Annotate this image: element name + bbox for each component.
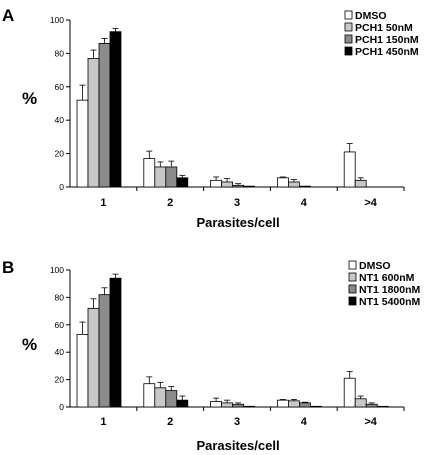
y-tick-label: 100 [50,265,64,275]
bar [298,402,311,408]
panel-a: A % Parasites/cell 0 20 40 60 80 100 1 2 3 4 >4 DMS… [2,6,419,230]
legend-swatch [344,46,353,56]
x-tick-label: >4 [364,197,377,209]
y-tick-label: 0 [59,182,64,192]
x-tick-label: 2 [167,197,173,209]
bar [76,333,89,408]
legend-label: NT1 600nM [359,272,415,284]
y-tick-label: 80 [55,48,65,58]
bar [109,31,122,188]
bar [143,383,156,408]
bar [98,42,111,188]
legend-swatch [348,284,357,294]
bar [221,402,234,408]
panel-letter: A [2,6,14,25]
x-tick-label: 2 [167,416,173,428]
x-tick-label: >4 [364,416,377,428]
y-tick-label: 80 [55,292,65,302]
legend-label: DMSO [355,10,387,22]
bar [287,181,300,188]
legend-swatch [344,34,353,44]
bar [243,405,256,408]
y-tick-label: 20 [55,149,65,159]
bar [210,179,223,188]
bar [309,405,322,408]
legend-label: NT1 1800nM [359,284,421,296]
bar [287,400,300,408]
bar [343,151,356,188]
bar [76,99,89,188]
x-tick-label: 3 [234,197,240,209]
x-tick-label: 4 [301,197,308,209]
bar [276,399,289,408]
bar [365,403,378,408]
y-tick-label: 100 [50,15,64,25]
legend-swatch [344,22,353,32]
bar [376,405,389,408]
y-tick-label: 40 [55,347,65,357]
y-tick-label: 60 [55,320,65,330]
legend-label: PCH1 450nM [355,46,419,58]
legend-label: NT1 5400nM [359,296,421,308]
y-tick-label: 60 [55,82,65,92]
y-tick-label: 40 [55,115,65,125]
bar [176,177,189,188]
bar [210,401,223,408]
bar [109,277,122,408]
bar [143,158,156,188]
bar [232,403,245,408]
x-tick-label: 4 [301,416,308,428]
bar [98,294,111,408]
legend-label: DMSO [359,260,391,272]
bar [87,58,100,188]
bar [165,166,178,188]
bar [154,166,167,188]
bar [87,307,100,408]
legend-label: PCH1 50nM [355,22,413,34]
x-axis-label: Parasites/cell [196,215,279,230]
bar [354,398,367,408]
bar [221,181,234,188]
legend-label: PCH1 150nM [355,34,419,46]
legend-swatch [348,260,357,270]
y-tick-label: 20 [55,375,65,385]
bar [176,399,189,408]
bar [232,184,245,188]
bar [243,185,256,188]
y-axis-label: % [22,89,37,108]
bar [165,390,178,408]
legend-swatch [348,272,357,282]
bar [154,387,167,408]
x-tick-label: 3 [234,416,240,428]
bar [298,185,311,188]
bar [343,377,356,408]
legend-swatch [348,296,357,306]
bar [354,179,367,188]
x-tick-label: 1 [100,416,106,428]
x-axis-label: Parasites/cell [196,438,279,453]
y-tick-label: 0 [59,402,64,412]
panel-letter: B [2,258,14,277]
bar [276,177,289,188]
panel-b: B % Parasites/cell 0 20 40 60 80 100 1 2 3 4 >4 DMS… [2,258,421,453]
legend-swatch [344,10,353,20]
x-tick-label: 1 [100,197,106,209]
y-axis-label: % [22,335,37,354]
